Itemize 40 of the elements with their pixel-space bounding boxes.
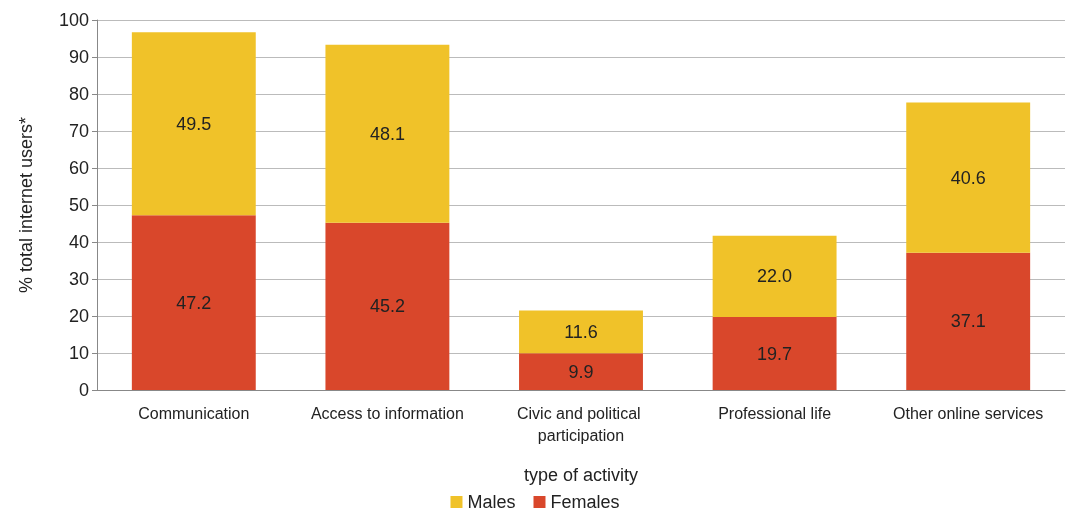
data-label: 48.1 (369, 123, 405, 144)
bar (131, 215, 256, 390)
bar (906, 252, 1031, 390)
y-tick-label: 100 (58, 10, 89, 30)
data-label: 9.9 (568, 361, 594, 382)
data-label: 45.2 (369, 296, 405, 317)
bar (712, 235, 837, 318)
bar (325, 44, 450, 223)
y-tick-label: 70 (68, 121, 89, 141)
bar (906, 102, 1031, 253)
bar (325, 222, 450, 390)
legend-label: Females (550, 492, 620, 512)
bar (131, 32, 256, 216)
bar (519, 310, 643, 354)
x-tick-label: Civic and political participation (516, 404, 646, 444)
data-label: 37.1 (950, 311, 986, 332)
x-axis-title: type of activity (523, 465, 639, 485)
legend-label: Males (467, 492, 516, 512)
y-tick-label: 90 (68, 47, 89, 67)
x-tick-label: Other online services (893, 404, 1044, 422)
data-label: 11.6 (564, 321, 598, 342)
y-axis-title: % total internet users* (16, 116, 36, 294)
y-tick-label: 0 (78, 380, 89, 400)
bar (519, 353, 643, 390)
data-label: 49.5 (176, 113, 212, 134)
data-label: 19.7 (757, 343, 793, 364)
y-tick-label: 10 (68, 343, 89, 363)
x-tick-label: Communication (138, 404, 250, 422)
y-tick-label: 30 (68, 269, 89, 289)
x-tick-label: Access to information (310, 404, 464, 422)
y-tick-label: 80 (68, 84, 89, 104)
bar (712, 317, 837, 390)
y-tick-label: 50 (68, 195, 89, 215)
y-tick-label: 60 (68, 158, 89, 178)
y-tick-label: 40 (68, 232, 89, 252)
x-tick-label: Professional life (718, 404, 832, 422)
data-label: 47.2 (176, 292, 212, 313)
data-label: 22.0 (757, 266, 793, 287)
y-tick-label: 20 (68, 306, 89, 326)
data-label: 40.6 (950, 167, 986, 188)
